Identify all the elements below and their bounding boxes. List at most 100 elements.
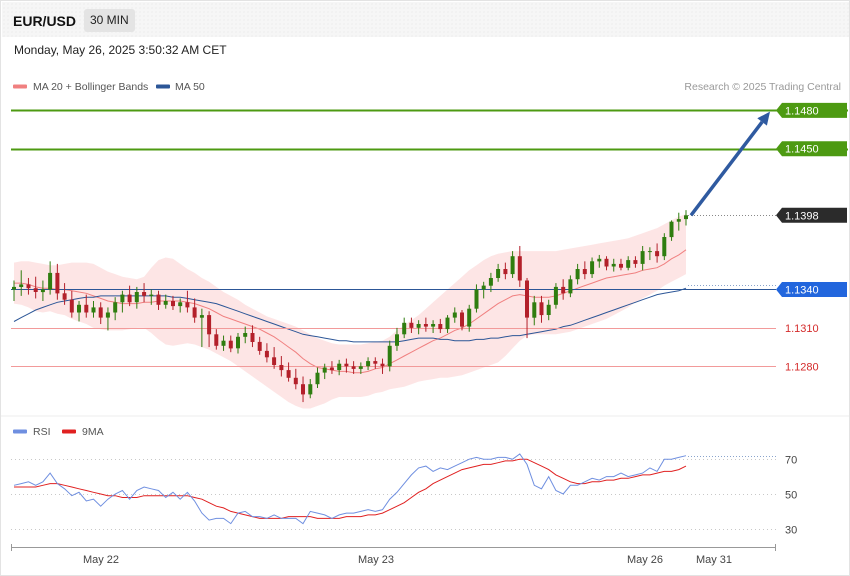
- candle-body: [329, 367, 334, 371]
- ma50-legend-swatch: [156, 84, 170, 89]
- candle: [279, 356, 284, 377]
- candle: [423, 317, 428, 332]
- candle: [120, 290, 125, 313]
- candle-body: [633, 260, 638, 264]
- candle-body: [344, 363, 349, 367]
- candle: [626, 256, 631, 271]
- candle-body: [445, 317, 450, 330]
- candle-body: [134, 292, 139, 303]
- candle: [669, 220, 674, 241]
- candle: [416, 320, 421, 335]
- candle: [503, 262, 508, 280]
- candle-body: [553, 286, 558, 305]
- candle-body: [510, 256, 515, 275]
- candle: [243, 326, 248, 344]
- x-axis-tick-label: May 23: [358, 554, 394, 566]
- candle: [684, 210, 688, 226]
- candle-body: [337, 363, 342, 371]
- candle: [12, 280, 16, 302]
- candle: [264, 343, 269, 363]
- candle-body: [279, 365, 284, 371]
- candle-body: [264, 350, 269, 358]
- candle: [228, 335, 233, 353]
- candle: [221, 335, 226, 351]
- candle-body: [488, 278, 493, 286]
- candle: [590, 257, 595, 278]
- symbol-title: EUR/USD: [13, 13, 77, 29]
- candle-body: [301, 384, 305, 395]
- support-price-label: 1.1280: [785, 361, 819, 373]
- candle: [619, 258, 623, 271]
- candle-body: [171, 301, 175, 307]
- candle: [474, 284, 479, 313]
- candle: [48, 261, 53, 295]
- candle: [582, 261, 587, 280]
- candle: [525, 277, 529, 339]
- ma50-price-tag: 1.1340: [776, 282, 847, 297]
- candle-body: [55, 272, 60, 294]
- candle: [329, 361, 334, 374]
- candle: [431, 320, 436, 333]
- candle-body: [604, 258, 609, 267]
- candle: [286, 362, 291, 382]
- candle-body: [409, 322, 414, 328]
- top-bar: EUR/USD 30 MIN: [2, 2, 849, 37]
- candle-body: [539, 302, 544, 316]
- candle-body: [149, 294, 154, 296]
- ma20-legend-label: MA 20 + Bollinger Bands: [33, 81, 148, 93]
- candle-body: [662, 237, 667, 257]
- candle: [366, 357, 371, 371]
- candle-body: [308, 384, 313, 395]
- candle-body: [163, 301, 168, 305]
- price-tag-label: 1.1340: [785, 285, 819, 297]
- candle: [77, 301, 81, 322]
- candle: [662, 233, 667, 261]
- rsi-legend: RSI 9MA: [13, 426, 104, 438]
- rsi-tick-label: 50: [785, 490, 797, 502]
- rsi-ma-legend-swatch: [62, 429, 76, 434]
- candle: [517, 245, 522, 287]
- candle-body: [517, 256, 522, 281]
- candle: [553, 283, 558, 309]
- candle-body: [655, 251, 660, 257]
- candle: [568, 275, 573, 298]
- candle-body: [178, 302, 183, 307]
- candle: [380, 358, 385, 374]
- candle: [55, 263, 60, 300]
- candle: [496, 263, 501, 282]
- candle-body: [431, 324, 436, 327]
- candle: [156, 290, 161, 310]
- candle: [460, 309, 464, 331]
- candle: [257, 336, 262, 355]
- price-tag-shape: [776, 102, 847, 118]
- candle-body: [77, 304, 81, 313]
- candle-body: [228, 340, 233, 349]
- candle: [358, 362, 363, 374]
- ma20-legend-swatch: [13, 84, 27, 89]
- rsi-tick-label: 70: [785, 455, 797, 467]
- chart-datetime: Monday, May 26, 2025 3:50:32 AM CET: [14, 43, 227, 57]
- candle: [207, 311, 212, 348]
- candle-body: [438, 324, 443, 330]
- candle-body: [207, 315, 212, 335]
- resistance-price-tag: 1.1480: [776, 102, 847, 118]
- candle-body: [467, 308, 472, 327]
- candle-body: [597, 258, 602, 262]
- candle-body: [113, 302, 118, 313]
- candle-body: [62, 293, 67, 300]
- timeframe-button[interactable]: 30 MIN: [84, 9, 135, 32]
- candle-body: [684, 215, 688, 220]
- candle-body: [322, 367, 327, 373]
- candle-body: [395, 334, 399, 346]
- x-axis-tick-label: May 31: [696, 554, 732, 566]
- candle-body: [293, 377, 298, 385]
- candle: [532, 295, 537, 326]
- candle: [409, 317, 414, 333]
- candle-body: [640, 251, 645, 264]
- candle: [539, 295, 544, 323]
- candle-body: [380, 363, 385, 367]
- candle-body: [127, 294, 132, 303]
- candle: [236, 332, 240, 354]
- candle-body: [236, 336, 240, 349]
